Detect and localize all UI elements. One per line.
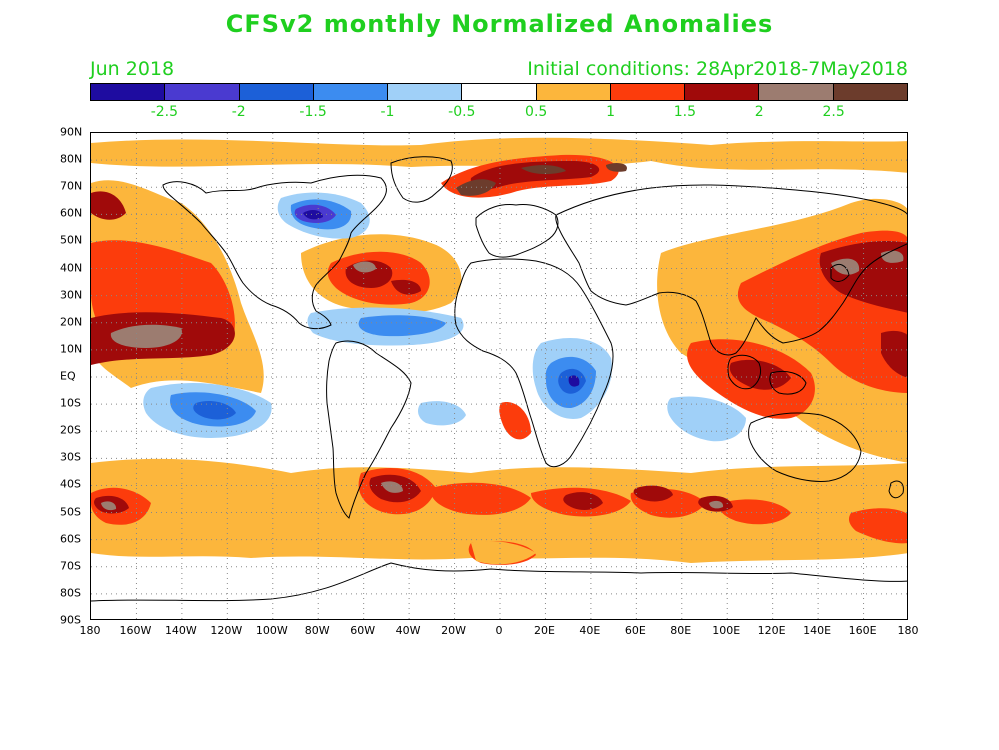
latitude-label: 50N [60,233,83,247]
latitude-label: 20N [60,315,83,329]
coast-japan [830,264,850,282]
legend-tick-label: 2 [754,104,764,120]
latitude-label: 20S [60,423,81,437]
coast-africa [454,258,614,468]
strong-warm-east-pacific [881,330,907,378]
latitude-label: 80S [60,586,81,600]
legend-tick-label: 1.5 [673,104,697,120]
longitude-label: 120W [210,624,243,637]
legend-color-box [536,84,611,100]
coast-europe [475,204,559,258]
longitude-label: 20E [533,624,555,637]
forecast-month: Jun 2018 [90,58,175,80]
legend-color-box [91,84,166,100]
legend-color-box [833,84,907,100]
coast-new-zealand [888,480,904,499]
initial-conditions: Initial conditions: 28Apr2018-7May2018 [527,58,908,80]
map-title: CFSv2 monthly Normalized Anomalies [225,10,774,38]
cold-anomaly-south-atlantic [418,401,466,426]
latitude-label: 60S [60,532,81,546]
strong-warm-southern-ocean [94,474,734,514]
longitude-label: 60W [350,624,376,637]
latitude-label: 10S [60,396,81,410]
longitude-label: 40E [579,624,601,637]
longitude-label: 180 [897,624,919,637]
legend-tick-label: -1 [380,104,395,120]
longitude-label: 100W [255,624,288,637]
longitude-label: 40W [395,624,421,637]
coast-greenland [390,156,453,203]
legend-color-box [685,84,760,100]
warm-anomaly-antarctic-coast [471,541,536,565]
longitude-label: 160E [848,624,877,637]
longitude-label: 100E [712,624,741,637]
legend-color-box [759,84,834,100]
latitude-label: EQ [60,369,76,383]
latitude-label: 90S [60,613,81,627]
warm-anomaly-alaska [91,191,126,220]
extreme-warm-gulf-stream [353,261,376,273]
latitude-label: 70S [60,559,81,573]
coastlines [91,156,907,602]
longitude-label: 140E [803,624,832,637]
cold-anomaly-tropical-atlantic-core [358,315,446,337]
longitude-label: 120E [757,624,786,637]
legend-color-box [239,84,314,100]
legend-tick-label: -0.5 [448,104,476,120]
anomaly-fields [91,137,907,565]
coast-asia [555,184,907,356]
legend-color-box [165,84,240,100]
longitude-label: 0 [495,624,503,637]
legend-color-box [313,84,389,100]
coast-maritime [727,354,807,395]
longitude-label: 20W [441,624,466,637]
latitude-label: 10N [60,342,83,356]
latitude-label: 30S [60,450,81,464]
legend-color-box [462,84,537,100]
latitude-label: 40S [60,477,81,491]
latitude-label: 30N [60,288,83,302]
extreme-cold-east-africa [568,375,580,387]
color-legend [90,83,908,101]
warm-anomaly-south-africa-coast [499,402,531,440]
latitude-label: 60N [60,206,83,220]
longitude-label: 80W [304,624,330,637]
cold-anomaly-indian-ocean [667,396,746,442]
latitude-label: 90N [60,125,83,139]
extreme-warm-central-pacific [110,324,182,348]
legend-color-box [388,84,463,100]
latitude-label: 70N [60,179,83,193]
extreme-cold-hudson [303,210,323,220]
extreme-warm-kuroshio [831,250,904,275]
legend-tick-label: 1 [606,104,615,120]
warm-anomaly-arctic [91,137,907,173]
coast-south-america [326,340,412,519]
legend-tick-label: -2 [231,104,246,120]
coast-antarctica [91,562,907,602]
legend-color-box [610,84,686,100]
longitude-label: 140W [164,624,197,637]
strong-warm-barents [470,161,600,190]
legend-tick-label: -2.5 [150,104,179,120]
legend-tick-label: 0.5 [525,104,548,120]
longitude-label: 60E [624,624,646,637]
latitude-label: 80N [60,152,83,166]
anomaly-map [90,132,908,620]
coast-north-america [162,174,387,330]
anomaly-map-svg [91,133,907,619]
legend-tick-label: -1.5 [299,104,327,120]
extreme-warm-barents [456,163,627,196]
longitude-label: 160W [119,624,152,637]
latitude-label: 40N [60,261,83,275]
latitude-label: 50S [60,505,81,519]
strong-cold-south-pacific [193,401,236,420]
longitude-label: 180 [79,624,101,637]
longitude-label: 80E [670,624,692,637]
coast-australia [748,412,862,482]
legend-tick-label: 2.5 [822,104,845,120]
